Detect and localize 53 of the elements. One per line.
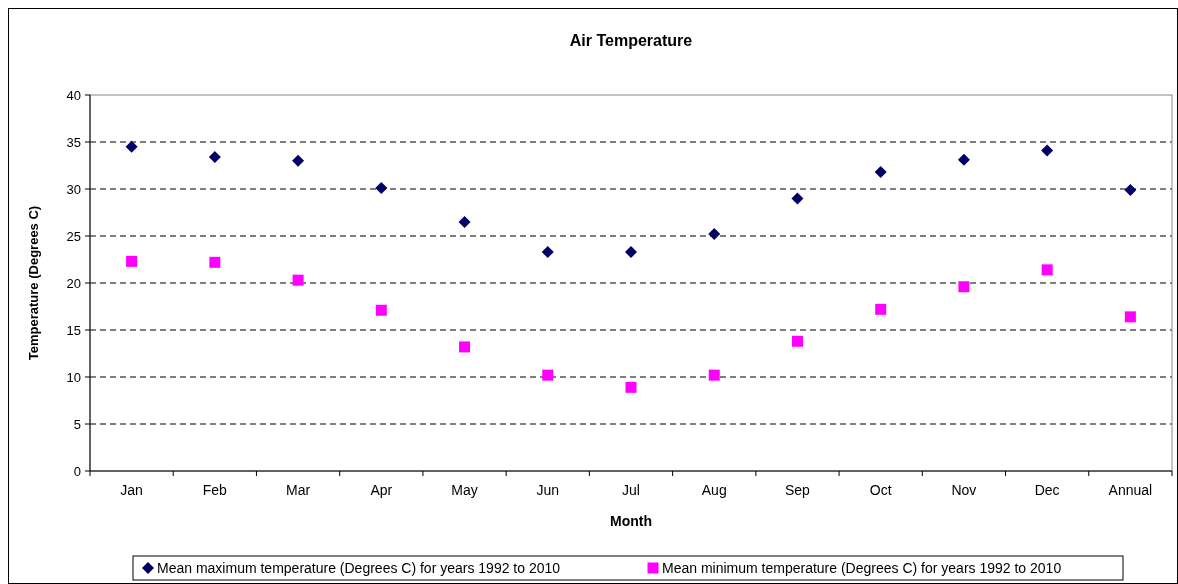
point	[458, 215, 471, 228]
y-tick-label: 5	[73, 416, 81, 432]
point	[958, 281, 970, 293]
x-tick-label: Apr	[370, 482, 393, 498]
y-tick-label: 25	[66, 228, 81, 244]
point	[1041, 144, 1054, 157]
point	[125, 140, 138, 153]
point	[957, 153, 970, 166]
x-tick-label: Annual	[1108, 482, 1153, 498]
point	[292, 274, 304, 286]
point	[625, 381, 637, 393]
y-tick-label: 40	[66, 87, 81, 103]
point	[541, 245, 554, 258]
y-tick-label: 15	[66, 322, 81, 338]
point	[708, 228, 721, 241]
point	[208, 151, 221, 164]
x-tick-label: May	[451, 482, 478, 498]
x-tick-label: Jun	[536, 482, 560, 498]
x-tick-label: Aug	[701, 482, 727, 498]
point	[791, 335, 803, 347]
point	[209, 256, 221, 268]
y-tick-label: 35	[66, 134, 81, 150]
point	[542, 369, 554, 381]
x-tick-label: Sep	[785, 482, 811, 498]
chart-title: Air Temperature	[569, 32, 693, 49]
point	[1124, 311, 1136, 323]
x-tick-label: Jan	[120, 482, 143, 498]
point	[126, 255, 138, 267]
point	[1041, 264, 1053, 276]
x-tick-label: Oct	[869, 482, 892, 498]
point	[708, 369, 720, 381]
x-tick-label: Feb	[202, 482, 228, 498]
point	[375, 182, 388, 195]
y-tick-label: 30	[66, 181, 81, 197]
x-tick-label: Nov	[951, 482, 977, 498]
point	[874, 166, 887, 179]
point	[875, 303, 887, 315]
point	[375, 304, 387, 316]
x-axis-title: Month	[610, 513, 652, 529]
point	[1124, 183, 1137, 196]
legend-label: Mean maximum temperature (Degrees C) for years 1992 to 2010	[157, 559, 561, 576]
y-tick-label: 10	[66, 369, 81, 385]
x-tick-label: Dec	[1034, 482, 1060, 498]
y-tick-label: 0	[73, 463, 81, 479]
point	[791, 192, 804, 205]
legend-label: Mean minimum temperature (Degrees C) for years 1992 to 2010	[662, 559, 1062, 576]
y-tick-label: 20	[66, 275, 81, 291]
point	[292, 154, 305, 167]
x-tick-label: Mar	[286, 482, 311, 498]
point	[625, 245, 637, 258]
x-tick-label: Jul	[622, 482, 640, 498]
y-axis-title: Temperature (Degrees C)	[26, 205, 41, 361]
point	[459, 341, 471, 353]
